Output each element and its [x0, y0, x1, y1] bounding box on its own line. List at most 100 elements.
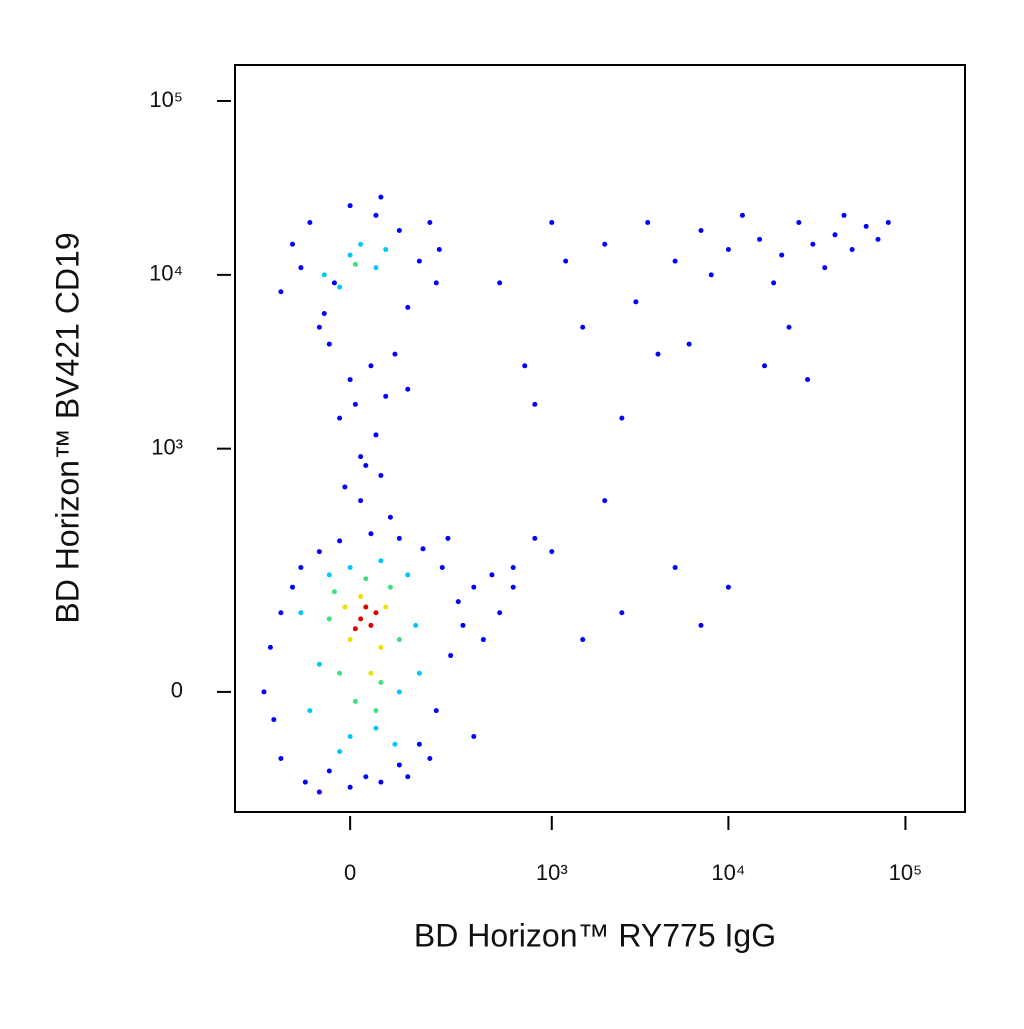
event-dot	[347, 564, 353, 570]
event-dot	[392, 351, 398, 357]
event-dot	[619, 415, 625, 421]
event-dot	[307, 220, 313, 226]
event-dot	[347, 252, 353, 258]
event-dot	[427, 755, 433, 761]
event-dot	[363, 576, 369, 582]
event-dot	[307, 708, 313, 714]
event-dot	[337, 749, 343, 755]
event-dot	[342, 484, 348, 490]
event-dot	[358, 616, 364, 622]
x-tick-label: 10⁵	[889, 860, 923, 885]
event-dot	[875, 236, 881, 242]
event-dot	[405, 386, 411, 392]
event-dot	[378, 472, 384, 478]
event-dot	[885, 220, 891, 226]
event-dot	[321, 310, 327, 316]
event-dot	[289, 584, 295, 590]
event-dot	[326, 616, 332, 622]
event-dot	[373, 265, 379, 271]
event-dot	[337, 284, 343, 290]
event-dot	[373, 212, 379, 218]
event-dot	[602, 241, 608, 247]
event-dot	[347, 733, 353, 739]
event-dot	[405, 304, 411, 310]
event-dot	[489, 572, 495, 578]
event-dot	[368, 363, 374, 369]
event-dot	[396, 535, 402, 541]
event-dot	[471, 733, 477, 739]
event-dot	[416, 670, 422, 676]
event-dot	[708, 272, 714, 278]
event-dot	[832, 232, 838, 238]
event-dot	[686, 341, 692, 347]
event-dot	[352, 626, 358, 632]
event-dot	[337, 670, 343, 676]
event-dot	[420, 546, 426, 552]
event-dot	[448, 653, 454, 659]
event-dot	[672, 564, 678, 570]
event-dot	[337, 415, 343, 421]
event-dot	[271, 717, 277, 723]
event-dot	[383, 246, 389, 252]
event-dot	[522, 363, 528, 369]
event-dot	[433, 280, 439, 286]
event-dot	[549, 220, 555, 226]
event-dot	[387, 584, 393, 590]
event-dot	[427, 220, 433, 226]
event-dot	[655, 351, 661, 357]
event-dot	[725, 584, 731, 590]
event-dot	[331, 280, 337, 286]
event-dot	[849, 246, 855, 252]
event-dot	[497, 610, 503, 616]
event-dot	[347, 203, 353, 209]
y-axis-label: BD Horizon™ BV421 CD19	[49, 232, 85, 623]
event-dot	[363, 604, 369, 610]
event-dot	[278, 755, 284, 761]
event-dot	[405, 572, 411, 578]
event-dot	[378, 558, 384, 564]
event-dot	[796, 220, 802, 226]
event-dot	[368, 622, 374, 628]
event-dot	[439, 564, 445, 570]
event-dot	[358, 498, 364, 504]
event-dot	[378, 194, 384, 200]
event-dot	[471, 584, 477, 590]
event-dot	[396, 689, 402, 695]
event-dot	[387, 514, 393, 520]
event-dot	[563, 258, 569, 264]
event-dot	[822, 265, 828, 271]
event-dot	[413, 622, 419, 628]
event-dot	[302, 779, 308, 785]
event-dot	[352, 261, 358, 267]
event-dot	[532, 535, 538, 541]
event-dot	[455, 599, 461, 605]
event-dot	[358, 594, 364, 600]
event-dot	[863, 223, 869, 229]
event-dot	[672, 258, 678, 264]
event-dot	[363, 462, 369, 468]
event-dot	[510, 584, 516, 590]
event-dot	[810, 241, 816, 247]
event-dot	[267, 644, 273, 650]
event-dot	[416, 258, 422, 264]
event-dot	[378, 644, 384, 650]
event-dot	[373, 708, 379, 714]
event-dot	[383, 393, 389, 399]
event-dot	[316, 789, 322, 795]
event-dot	[805, 377, 811, 383]
event-dot	[532, 401, 538, 407]
event-dot	[337, 538, 343, 544]
event-dot	[298, 610, 304, 616]
event-dot	[698, 227, 704, 233]
event-dot	[405, 774, 411, 780]
x-axis-label: BD Horizon™ RY775 IgG	[414, 917, 776, 953]
event-dot	[580, 637, 586, 643]
event-dot	[378, 779, 384, 785]
event-dot	[326, 341, 332, 347]
event-dot	[497, 280, 503, 286]
event-dot	[278, 610, 284, 616]
event-dot	[480, 637, 486, 643]
event-dot	[396, 762, 402, 768]
event-dot	[373, 432, 379, 438]
